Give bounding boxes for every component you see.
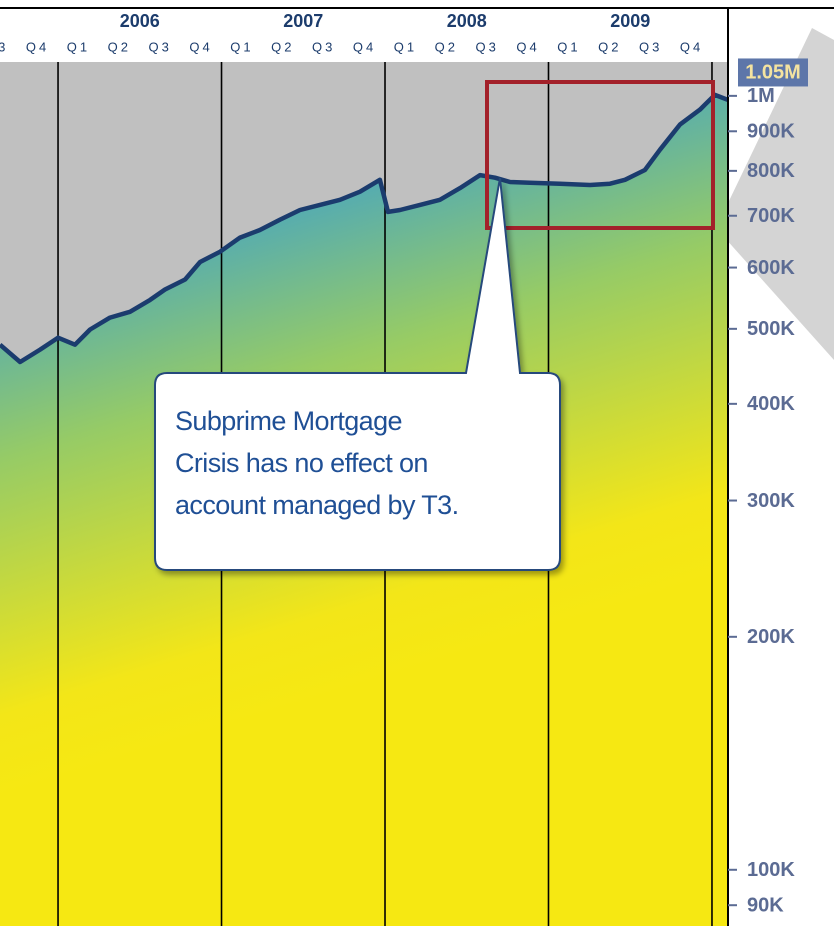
quarter-label: Q3 xyxy=(0,39,8,54)
year-label: 2006 xyxy=(120,11,160,31)
last-value-badge xyxy=(738,58,808,87)
y-tick-label: 1M xyxy=(747,85,775,107)
highlight-box xyxy=(485,80,715,230)
y-tick-label: 700K xyxy=(747,205,795,227)
callout-line: account managed by T3. xyxy=(175,490,459,520)
y-tick-label: 400K xyxy=(747,393,795,415)
y-tick-label: 90K xyxy=(747,894,784,916)
quarter-label: Q2 xyxy=(598,39,621,54)
y-tick-label: 500K xyxy=(747,318,795,340)
quarter-label: Q4 xyxy=(516,39,539,54)
callout-bubble xyxy=(154,177,561,571)
quarter-label: Q1 xyxy=(230,39,253,54)
quarter-label: Q4 xyxy=(353,39,376,54)
quarter-label: Q1 xyxy=(394,39,417,54)
quarter-label: Q3 xyxy=(476,39,499,54)
quarter-label: Q4 xyxy=(26,39,49,54)
y-tick-label: 100K xyxy=(747,859,795,881)
y-tick-label: 800K xyxy=(747,160,795,182)
y-tick-label: 200K xyxy=(747,626,795,648)
quarter-label: Q3 xyxy=(639,39,662,54)
y-tick-label: 300K xyxy=(747,490,795,512)
y-tick-label: 900K xyxy=(747,121,795,143)
year-label: 2007 xyxy=(283,11,323,31)
quarter-label: Q3 xyxy=(149,39,172,54)
quarter-label: Q2 xyxy=(271,39,294,54)
year-label: 2009 xyxy=(610,11,650,31)
quarter-label: Q1 xyxy=(67,39,90,54)
last-value-label: 1.05M xyxy=(745,62,801,84)
value-line xyxy=(0,92,728,365)
quarter-label: Q4 xyxy=(680,39,703,54)
quarter-label: Q2 xyxy=(108,39,131,54)
quarter-label: Q2 xyxy=(435,39,458,54)
callout-line: Subprime Mortgage xyxy=(175,406,402,436)
zoom-wedge xyxy=(716,28,834,360)
quarter-label: Q1 xyxy=(557,39,580,54)
quarter-label: Q3 xyxy=(312,39,335,54)
callout-line: Crisis has no effect on xyxy=(175,448,428,478)
callout xyxy=(154,177,561,571)
year-label: 2008 xyxy=(447,11,487,31)
y-tick-label: 600K xyxy=(747,257,795,279)
quarter-label: Q4 xyxy=(189,39,212,54)
